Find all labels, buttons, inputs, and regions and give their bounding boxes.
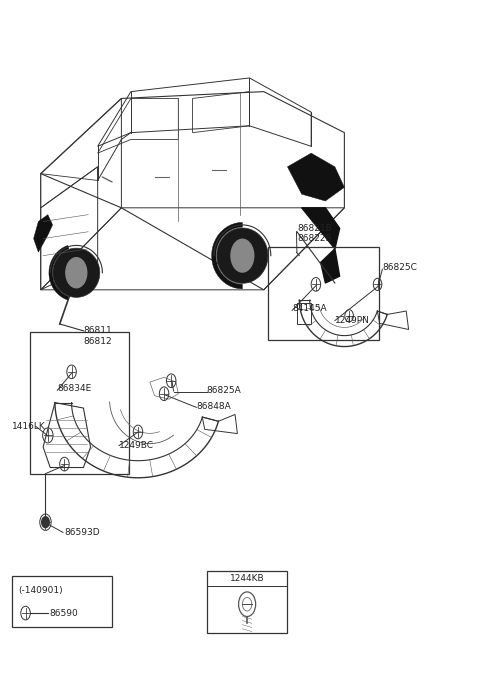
Text: 86821B: 86821B bbox=[297, 224, 332, 233]
Text: 1249BC: 1249BC bbox=[119, 441, 154, 450]
Text: 86825C: 86825C bbox=[383, 263, 417, 272]
Circle shape bbox=[42, 517, 49, 528]
Bar bbox=[207, 571, 288, 633]
Text: (-140901): (-140901) bbox=[18, 586, 62, 595]
Text: 1244KB: 1244KB bbox=[230, 575, 264, 584]
Text: 86812: 86812 bbox=[84, 337, 112, 346]
Text: 86825A: 86825A bbox=[207, 387, 241, 395]
Text: 86848A: 86848A bbox=[196, 402, 231, 411]
Text: 86811: 86811 bbox=[84, 327, 112, 336]
Text: 86822B: 86822B bbox=[297, 234, 332, 243]
Polygon shape bbox=[49, 245, 69, 300]
Circle shape bbox=[231, 239, 254, 272]
Text: 1249PN: 1249PN bbox=[335, 316, 370, 325]
Bar bbox=[297, 303, 312, 324]
Polygon shape bbox=[212, 223, 242, 289]
Polygon shape bbox=[301, 208, 340, 249]
Text: 86593D: 86593D bbox=[64, 528, 100, 537]
Bar bbox=[267, 247, 379, 340]
Polygon shape bbox=[288, 153, 344, 201]
Text: 1416LK: 1416LK bbox=[12, 422, 46, 431]
Bar bbox=[12, 575, 112, 627]
Polygon shape bbox=[321, 249, 340, 283]
Polygon shape bbox=[53, 248, 100, 298]
Polygon shape bbox=[34, 215, 53, 252]
Bar bbox=[30, 332, 129, 474]
Circle shape bbox=[66, 258, 87, 288]
Text: 86834E: 86834E bbox=[57, 384, 92, 393]
Text: 84145A: 84145A bbox=[292, 305, 327, 313]
Text: 86590: 86590 bbox=[49, 608, 78, 617]
Polygon shape bbox=[217, 228, 268, 283]
